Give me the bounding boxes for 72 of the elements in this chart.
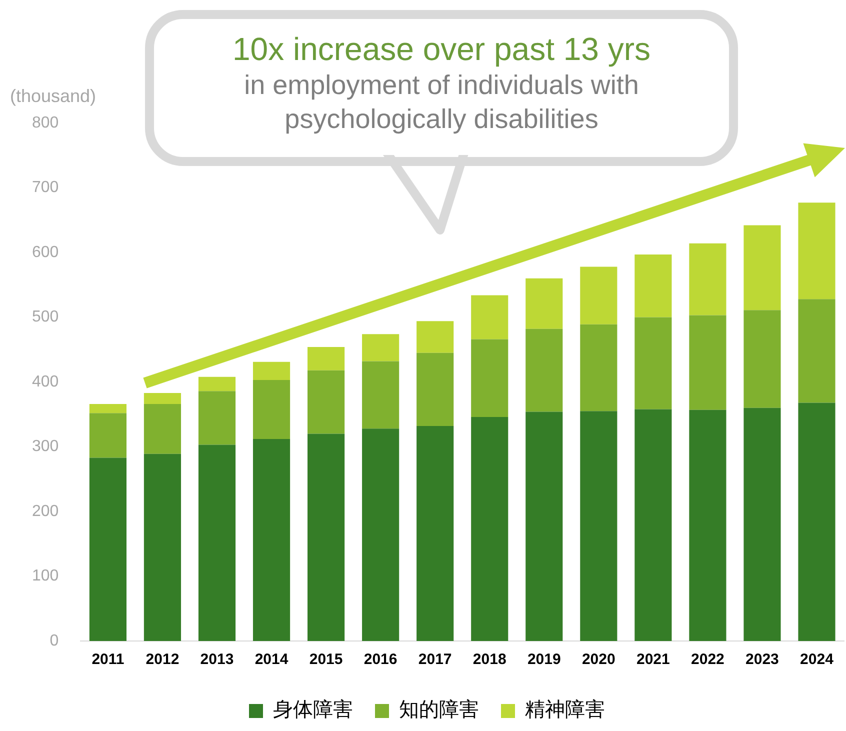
bar xyxy=(144,454,182,641)
legend-label: 精神障害 xyxy=(525,697,605,722)
bar xyxy=(689,243,726,316)
bar xyxy=(634,317,672,410)
x-tick-label: 2017 xyxy=(418,651,452,668)
bar xyxy=(308,347,345,370)
y-tick-label: 600 xyxy=(32,244,59,261)
bar xyxy=(689,315,726,410)
bar xyxy=(362,428,400,641)
bar xyxy=(580,266,618,324)
y-tick-label: 400 xyxy=(32,373,59,390)
y-tick-label: 800 xyxy=(32,114,59,132)
bar xyxy=(634,409,672,641)
bar xyxy=(798,202,836,300)
y-tick-label: 700 xyxy=(32,179,59,196)
bar xyxy=(89,404,126,414)
bar xyxy=(416,426,454,641)
bar xyxy=(580,324,618,412)
x-tick-label: 2024 xyxy=(800,651,834,668)
bar xyxy=(198,391,236,445)
bar xyxy=(471,339,508,417)
x-tick-label: 2012 xyxy=(146,651,180,668)
x-tick-label: 2020 xyxy=(582,651,616,668)
bar xyxy=(308,370,345,434)
bar xyxy=(526,328,563,412)
bar xyxy=(89,458,126,641)
x-tick-label: 2015 xyxy=(309,651,343,668)
bar xyxy=(798,402,836,641)
bar xyxy=(471,295,508,340)
bar xyxy=(144,404,182,454)
x-tick-label: 2019 xyxy=(527,651,561,668)
bar xyxy=(252,438,290,641)
x-tick-label: 2013 xyxy=(200,651,234,668)
bar xyxy=(308,434,345,641)
bar xyxy=(580,411,618,641)
bar xyxy=(798,299,836,403)
x-tick-label: 2016 xyxy=(364,651,398,668)
y-tick-label: 100 xyxy=(32,568,59,585)
bar xyxy=(252,362,290,380)
bar xyxy=(362,334,400,362)
bar xyxy=(198,444,236,641)
bar xyxy=(689,410,726,641)
x-tick-label: 2023 xyxy=(746,651,779,668)
bar xyxy=(89,413,126,458)
bar xyxy=(198,376,236,392)
x-tick-label: 2011 xyxy=(92,651,124,668)
x-tick-label: 2022 xyxy=(691,651,724,668)
chart-title: 10x increase over past 13 yrs xyxy=(232,31,652,68)
bar xyxy=(744,408,781,641)
legend-label: 知的障害 xyxy=(399,697,479,722)
legend-label: 身体障害 xyxy=(273,697,353,722)
chart-subtitle: in employment of individuals with psychologically disabilities xyxy=(243,69,640,136)
bar xyxy=(144,393,182,404)
bar xyxy=(744,225,781,310)
bar xyxy=(416,321,454,353)
bar xyxy=(526,412,563,641)
x-tick-label: 2021 xyxy=(636,651,670,668)
bar xyxy=(471,416,508,641)
speech-bubble: 10x increase over past 13 yrs in employment of individuals with psychologically disabilities xyxy=(145,10,738,166)
bar xyxy=(362,361,400,429)
bar xyxy=(526,278,563,329)
x-tick-label: 2018 xyxy=(472,651,506,668)
x-tick-label: 2014 xyxy=(254,651,289,668)
y-axis-title: (thousand) xyxy=(10,86,96,107)
bar xyxy=(744,310,781,408)
bar xyxy=(634,254,672,318)
y-tick-label: 200 xyxy=(32,502,59,520)
y-tick-label: 0 xyxy=(50,632,59,650)
bar xyxy=(252,380,290,439)
y-tick-label: 500 xyxy=(32,308,59,326)
y-tick-label: 300 xyxy=(32,438,59,456)
bar xyxy=(416,352,454,426)
